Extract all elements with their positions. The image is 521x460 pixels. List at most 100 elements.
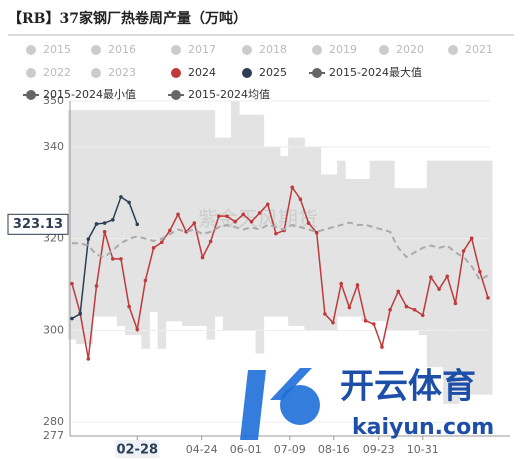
logo-subtext: kaiyun.com <box>352 415 494 440</box>
series-point <box>159 240 164 245</box>
legend-label[interactable]: 2015-2024最大值 <box>329 65 422 79</box>
y-tick-label: 340 <box>43 140 64 153</box>
series-point <box>355 283 360 287</box>
legend-marker <box>171 90 181 100</box>
series-point <box>143 278 148 283</box>
series-point <box>217 214 221 218</box>
legend-marker <box>171 45 181 55</box>
series-point <box>102 221 107 225</box>
range-band <box>296 137 305 326</box>
legend-label[interactable]: 2023 <box>108 66 136 79</box>
series-point <box>135 327 140 332</box>
series-point <box>208 239 213 244</box>
legend-label[interactable]: 2021 <box>465 43 493 56</box>
range-band <box>394 188 403 331</box>
range-band <box>206 110 216 340</box>
series-point <box>102 229 107 234</box>
x-tick-label: 08-16 <box>318 443 350 456</box>
series-point <box>404 304 409 309</box>
series-point <box>168 228 172 233</box>
range-band <box>190 110 199 326</box>
series-point <box>347 305 352 310</box>
series-point <box>372 322 376 326</box>
legend-label[interactable]: 2015-2024均值 <box>188 88 270 101</box>
legend-label[interactable]: 2025 <box>259 66 287 79</box>
legend-label[interactable]: 2016 <box>108 43 136 56</box>
range-band <box>108 110 118 317</box>
series-point <box>363 319 368 323</box>
x-tick-label: 06-01 <box>230 443 262 456</box>
range-band <box>100 110 110 317</box>
series-point <box>486 296 490 300</box>
legend-label[interactable]: 2019 <box>329 43 357 56</box>
current-value-label: 323.13 <box>13 217 63 232</box>
range-band <box>443 160 452 404</box>
legend-label[interactable]: 2020 <box>396 43 424 56</box>
series-point <box>249 219 254 224</box>
series-point <box>192 221 197 225</box>
legend-label[interactable]: 2015-2024最小值 <box>43 88 136 101</box>
series-point <box>323 312 327 316</box>
logo-shape <box>280 385 320 425</box>
legend-label[interactable]: 2022 <box>43 66 71 79</box>
logo-text: 开云体育 <box>340 367 476 407</box>
series-point <box>176 212 180 217</box>
series-point <box>445 274 450 279</box>
series-point <box>274 231 278 236</box>
range-band <box>182 110 191 326</box>
series-line <box>72 221 489 282</box>
legend-marker <box>26 68 36 78</box>
range-band <box>475 160 485 395</box>
range-band <box>263 146 273 317</box>
legend-label[interactable]: 2024 <box>188 66 216 79</box>
x-tick-label: 02-28 <box>116 443 158 458</box>
series-point <box>380 345 384 349</box>
series-point <box>461 249 466 253</box>
range-band <box>116 110 126 326</box>
series-point <box>478 269 482 274</box>
series-point <box>151 246 156 250</box>
range-band <box>149 110 159 313</box>
range-band <box>353 179 362 317</box>
series-point <box>437 287 441 291</box>
legend-label[interactable]: 2018 <box>259 43 287 56</box>
range-band <box>280 156 289 317</box>
legend-marker <box>26 90 36 100</box>
legend-marker <box>312 45 322 55</box>
x-tick-label: 04-24 <box>186 443 218 456</box>
range-band <box>92 110 101 317</box>
legend-label[interactable]: 2015 <box>43 43 71 56</box>
range-band <box>386 160 395 331</box>
series-point <box>469 236 474 241</box>
series-point <box>110 218 115 222</box>
legend-label[interactable]: 2017 <box>188 43 216 56</box>
series-point <box>339 281 343 286</box>
series-point <box>290 185 295 190</box>
series-point <box>388 308 392 312</box>
series-point <box>86 237 91 241</box>
x-tick-label: 10-31 <box>407 443 439 456</box>
series-point <box>306 221 311 225</box>
series-point <box>200 255 205 260</box>
series-point <box>135 222 140 227</box>
legend-marker <box>171 68 181 78</box>
y-tick-label: 280 <box>43 415 64 428</box>
series-point <box>70 316 74 321</box>
range-band <box>67 110 77 340</box>
range-band <box>141 110 150 349</box>
series-line <box>71 185 489 360</box>
range-band <box>345 179 354 317</box>
series-point <box>94 284 99 288</box>
range-band <box>467 160 477 395</box>
range-band <box>255 114 265 354</box>
range-band <box>402 188 411 331</box>
series-point <box>265 202 270 207</box>
range-band <box>426 160 436 368</box>
legend-marker <box>242 68 252 78</box>
series-point <box>119 257 123 261</box>
series-point <box>420 313 425 318</box>
series-point <box>110 257 115 261</box>
series-point <box>94 222 99 226</box>
legend-marker <box>91 45 101 55</box>
